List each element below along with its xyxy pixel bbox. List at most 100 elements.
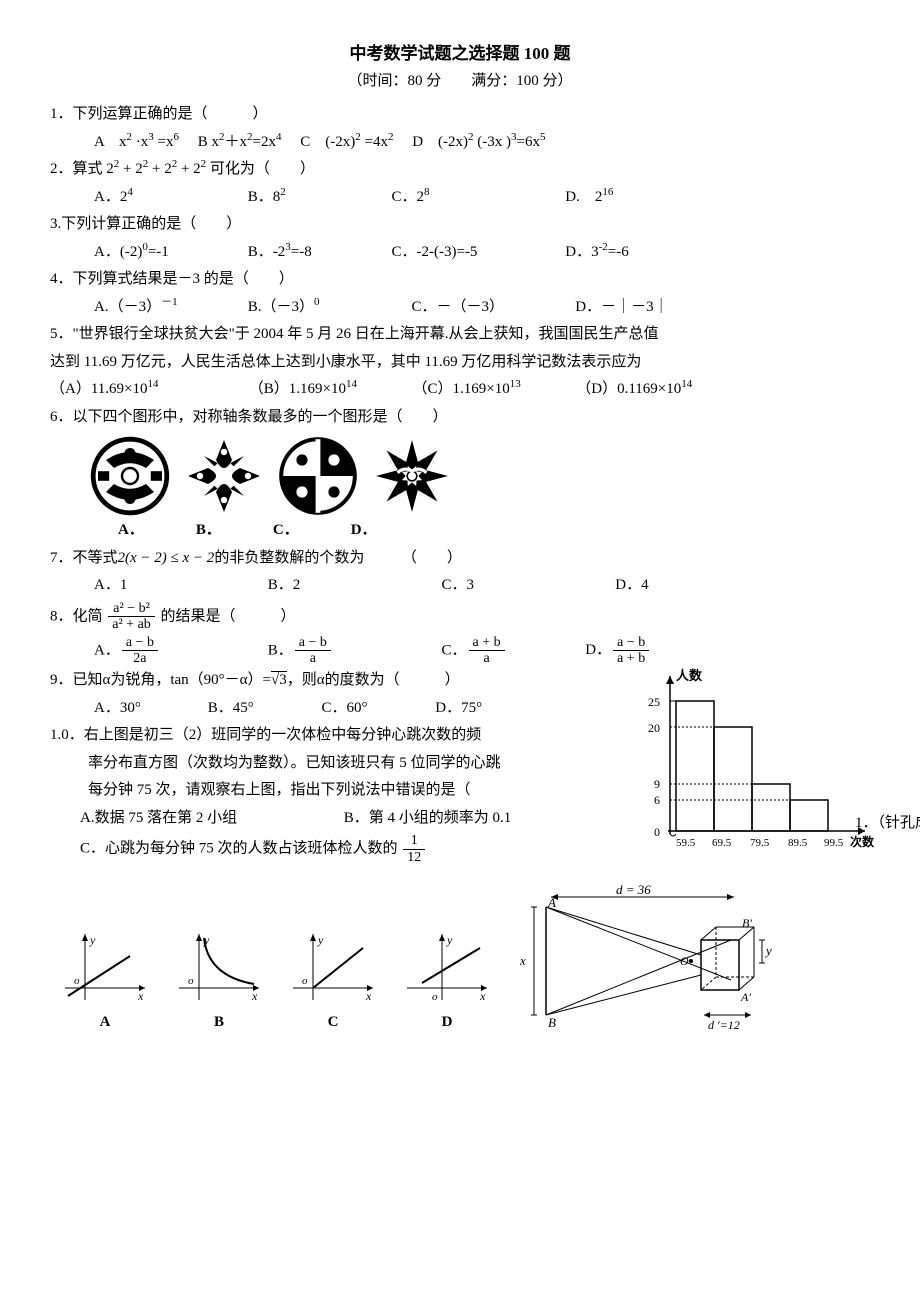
q6-img-D — [372, 436, 452, 516]
q7-B: B．2 — [268, 573, 438, 599]
q3-A: A．(-2)0=-1 — [94, 240, 244, 266]
q1-B: B x2＋x2=2x4 — [183, 134, 282, 150]
q1-D: D (-2x)2 (-3x )3=6x5 — [397, 134, 545, 150]
q4-A: A.（－3）－1 — [94, 295, 244, 321]
q6-labels: A． B． C． D． — [50, 518, 870, 544]
svg-text:O: O — [680, 954, 689, 968]
q2-B: B．82 — [248, 185, 388, 211]
q6-lblB: B． — [196, 518, 221, 544]
q10-l3: 每分钟 75 次，请观察右上图，指出下列说法中错误的是（ — [50, 778, 640, 804]
q1-options: A x2 ·x3 =x6 B x2＋x2=2x4 C (-2x)2 =4x2 D… — [50, 130, 870, 156]
svg-text:79.5: 79.5 — [750, 837, 770, 849]
histogram: 人数 25 20 9 6 0 59.5 69.5 79.5 89.5 99.5 … — [640, 666, 870, 856]
q5-C: （C）1.169×1013 — [413, 377, 573, 403]
q10-l2: 率分布直方图（次数均为整数）。已知该班只有 5 位同学的心跳 — [50, 751, 640, 777]
q10-A: A.数据 75 落在第 2 小组 — [80, 806, 340, 832]
svg-text:69.5: 69.5 — [712, 837, 732, 849]
page-title: 中考数学试题之选择题 100 题 — [50, 40, 870, 69]
q2-options: A．24 B．82 C．28 D. 216 — [50, 185, 870, 211]
svg-text:次数: 次数 — [850, 834, 875, 849]
q6-img-C — [278, 436, 358, 516]
tail-text: 1．（针孔成 — [855, 811, 920, 837]
q8-C: C．a + ba — [442, 635, 582, 667]
q4-D: D．－｜－3｜ — [575, 299, 668, 315]
prism-figure: d = 36 x y d ′=12 A B B′ A′ O — [516, 885, 746, 1035]
q9-options: A．30° B．45° C．60° D．75° — [50, 696, 640, 722]
q3-B: B．-23=-8 — [248, 240, 388, 266]
q7-C: C．3 — [442, 573, 612, 599]
svg-text:x: x — [519, 953, 526, 968]
q2-D: D. 216 — [565, 189, 613, 205]
q1-stem: 1．下列运算正确的是（ ） — [50, 102, 870, 128]
svg-text:x: x — [251, 989, 258, 1003]
svg-text:B′: B′ — [742, 916, 752, 930]
q7-D: D．4 — [615, 577, 648, 593]
q8-frac: a² − b²a² + ab — [108, 601, 155, 633]
svg-text:d ′=12: d ′=12 — [708, 1018, 740, 1032]
q6-lblD: D． — [351, 518, 377, 544]
q10-AB: A.数据 75 落在第 2 小组 B．第 4 小组的频率为 0.1 — [50, 806, 640, 832]
q4-B: B.（－3）0 — [248, 295, 408, 321]
q9-stem: 9．已知α为锐角，tan（90°－α）=√3，则α的度数为（ ） — [50, 668, 640, 694]
svg-text:o: o — [188, 975, 194, 987]
svg-text:y: y — [764, 943, 772, 958]
svg-text:d = 36: d = 36 — [616, 885, 651, 897]
q6-images — [90, 436, 870, 516]
svg-text:y: y — [317, 933, 324, 947]
q6-img-A — [90, 436, 170, 516]
q6-stem: 6．以下四个图形中，对称轴条数最多的一个图形是（ ） — [50, 405, 870, 431]
q3-options: A．(-2)0=-1 B．-23=-8 C．-2-(-3)=-5 D．3-2=-… — [50, 240, 870, 266]
q6-img-B — [184, 436, 264, 516]
svg-text:20: 20 — [648, 721, 660, 735]
svg-text:6: 6 — [654, 793, 660, 807]
bottom-figures: y x o A y x o B y x o C — [50, 885, 870, 1035]
svg-text:B: B — [548, 1015, 556, 1030]
q3-C: C．-2-(-3)=-5 — [392, 240, 562, 266]
q7-A: A．1 — [94, 573, 264, 599]
svg-text:99.5: 99.5 — [824, 837, 844, 849]
q1-A: A x2 ·x3 =x6 — [94, 134, 179, 150]
svg-text:25: 25 — [648, 695, 660, 709]
q8-A: A．a − b2a — [94, 635, 264, 667]
q7-stem: 7．不等式2(x − 2) ≤ x − 2的非负整数解的个数为 （ ） — [50, 546, 870, 572]
svg-text:9: 9 — [654, 777, 660, 791]
mini-D: y x o D — [402, 928, 492, 1036]
q8-D: D．a − ba + b — [585, 642, 651, 658]
q10-C: C．心跳为每分钟 75 次的人数占该班体检人数的 112 — [50, 833, 640, 865]
q3-D: D．3-2=-6 — [565, 244, 628, 260]
q6-lblC: C． — [273, 518, 299, 544]
q10-l1: 1.0．右上图是初三（2）班同学的一次体检中每分钟心跳次数的频 — [50, 723, 640, 749]
svg-text:y: y — [89, 933, 96, 947]
q2-stem: 2．算式 22 + 22 + 22 + 22 可化为（ ） — [50, 157, 870, 183]
q9-A: A．30° — [94, 696, 204, 722]
svg-text:o: o — [432, 991, 438, 1003]
page-subtitle: （时间：80 分 满分：100 分） — [50, 69, 870, 95]
q9-D: D．75° — [435, 700, 482, 716]
q5-A: （A）11.69×1014 — [50, 377, 245, 403]
q3-stem: 3.下列计算正确的是（ ） — [50, 212, 870, 238]
svg-text:y: y — [446, 933, 453, 947]
q4-stem: 4．下列算式结果是－3 的是（ ） — [50, 267, 870, 293]
svg-text:59.5: 59.5 — [676, 837, 696, 849]
svg-text:A: A — [547, 895, 556, 910]
svg-text:x: x — [479, 989, 486, 1003]
q2-A: A．24 — [94, 185, 244, 211]
mini-A: y x o A — [60, 928, 150, 1036]
q5-options: （A）11.69×1014 （B）1.169×1014 （C）1.169×101… — [50, 377, 870, 403]
q9-B: B．45° — [208, 696, 318, 722]
q8-options: A．a − b2a B．a − ba C．a + ba D．a − ba + b — [50, 635, 870, 667]
q5-B: （B）1.169×1014 — [249, 377, 409, 403]
svg-text:x: x — [137, 989, 144, 1003]
q1-C: C (-2x)2 =4x2 — [285, 134, 393, 150]
svg-text:人数: 人数 — [676, 668, 703, 683]
q7-options: A．1 B．2 C．3 D．4 — [50, 573, 870, 599]
mini-B: y x o B — [174, 928, 264, 1036]
q4-C: C．－（－3） — [412, 295, 572, 321]
q4-options: A.（－3）－1 B.（－3）0 C．－（－3） D．－｜－3｜ — [50, 295, 870, 321]
q9-C: C．60° — [322, 696, 432, 722]
q5-l1: 5．"世界银行全球扶贫大会"于 2004 年 5 月 26 日在上海开幕.从会上… — [50, 322, 870, 348]
svg-text:y: y — [203, 933, 210, 947]
svg-text:o: o — [302, 975, 308, 987]
svg-text:x: x — [365, 989, 372, 1003]
q10-B: B．第 4 小组的频率为 0.1 — [344, 810, 512, 826]
